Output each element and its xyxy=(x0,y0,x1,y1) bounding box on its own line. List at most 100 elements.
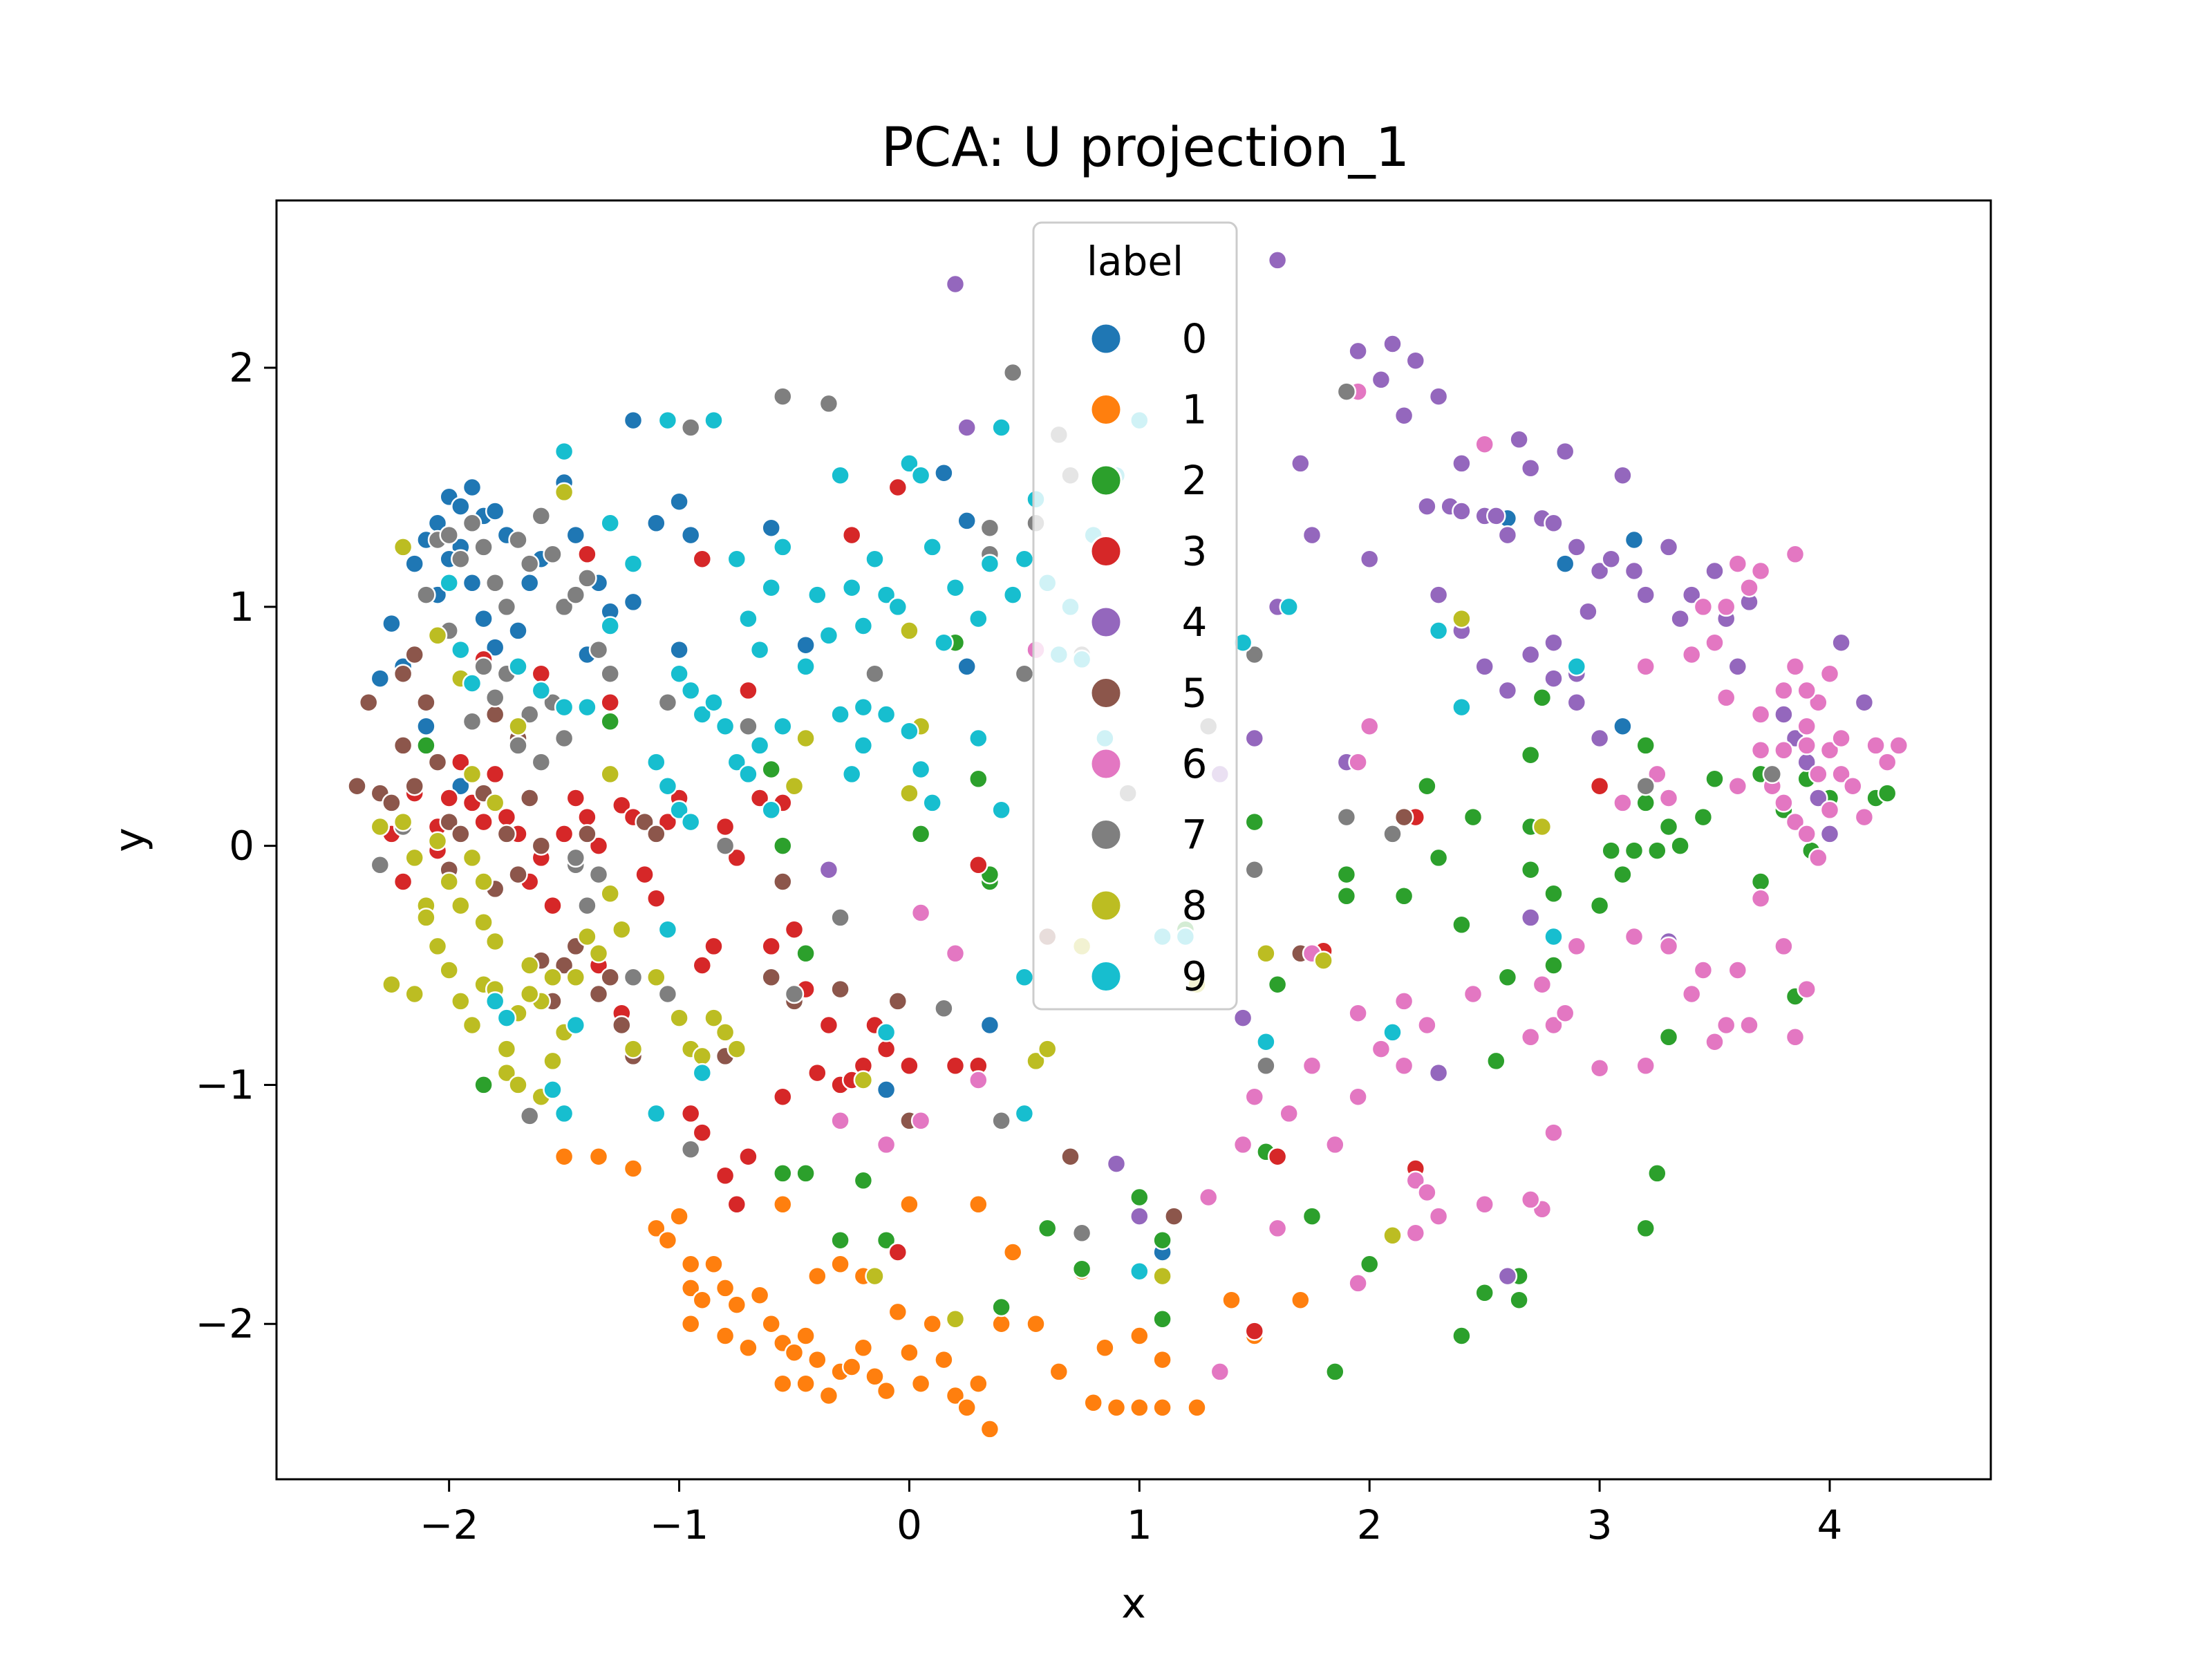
point-label-9 xyxy=(657,919,678,939)
point-label-7 xyxy=(1244,859,1265,880)
point-label-4 xyxy=(1520,644,1541,665)
point-label-1 xyxy=(669,1206,689,1226)
point-label-2 xyxy=(416,735,436,756)
point-label-6 xyxy=(1716,597,1736,617)
point-label-1 xyxy=(1095,1338,1115,1358)
point-label-6 xyxy=(1705,632,1725,653)
point-label-4 xyxy=(1417,496,1437,516)
point-label-5 xyxy=(531,836,552,856)
point-label-7 xyxy=(1002,362,1023,383)
point-label-3 xyxy=(738,1146,758,1167)
point-label-9 xyxy=(680,812,701,832)
point-label-2 xyxy=(968,769,988,789)
point-label-2 xyxy=(1601,841,1621,861)
point-label-6 xyxy=(1544,1123,1564,1143)
legend-marker-1 xyxy=(1089,393,1123,426)
point-label-6 xyxy=(1647,764,1667,785)
point-label-0 xyxy=(623,410,644,431)
point-label-8 xyxy=(1313,950,1333,971)
point-label-0 xyxy=(451,776,471,796)
series-9 xyxy=(439,410,1587,1282)
point-label-7 xyxy=(980,518,1000,538)
legend-marker-2 xyxy=(1089,464,1123,497)
point-label-0 xyxy=(669,639,689,660)
point-label-1 xyxy=(991,1313,1011,1334)
point-label-7 xyxy=(934,998,954,1019)
point-label-7 xyxy=(738,716,758,736)
point-label-9 xyxy=(922,537,942,557)
point-label-6 xyxy=(945,944,966,964)
point-label-9 xyxy=(727,752,747,772)
point-label-6 xyxy=(1198,1187,1219,1208)
point-label-9 xyxy=(749,735,770,756)
point-label-9 xyxy=(945,577,966,598)
point-label-6 xyxy=(1727,554,1748,574)
point-label-5 xyxy=(358,692,379,713)
point-label-3 xyxy=(543,895,563,916)
point-label-3 xyxy=(680,1103,701,1124)
point-label-8 xyxy=(543,1051,563,1071)
point-label-9 xyxy=(1014,967,1035,988)
point-label-6 xyxy=(1279,1103,1299,1124)
point-label-4 xyxy=(1774,704,1794,724)
point-label-2 xyxy=(1635,793,1656,813)
point-label-0 xyxy=(382,613,402,634)
point-label-9 xyxy=(830,465,850,485)
point-label-3 xyxy=(1589,776,1610,796)
point-label-4 xyxy=(1681,585,1702,605)
point-label-9 xyxy=(888,597,908,617)
point-label-8 xyxy=(1256,944,1276,964)
point-label-6 xyxy=(1716,1015,1736,1035)
point-label-7 xyxy=(577,568,597,588)
point-label-2 xyxy=(1452,915,1472,935)
point-label-8 xyxy=(715,1022,735,1042)
point-label-2 xyxy=(1520,859,1541,880)
x-tick-label: 4 xyxy=(1817,1501,1843,1548)
point-label-1 xyxy=(968,1194,988,1215)
point-label-4 xyxy=(1509,429,1529,450)
point-label-1 xyxy=(876,1380,897,1401)
point-label-7 xyxy=(451,549,471,569)
point-label-8 xyxy=(404,847,424,868)
point-label-2 xyxy=(1544,883,1564,904)
point-label-8 xyxy=(451,991,471,1011)
point-label-6 xyxy=(1785,812,1806,832)
point-label-3 xyxy=(1267,1146,1288,1167)
point-label-9 xyxy=(991,418,1011,438)
point-label-6 xyxy=(1785,657,1806,677)
point-label-7 xyxy=(519,554,540,574)
point-label-9 xyxy=(796,657,816,677)
point-label-9 xyxy=(841,764,862,785)
point-label-6 xyxy=(1658,936,1679,957)
point-label-3 xyxy=(474,812,494,832)
point-label-5 xyxy=(382,793,402,813)
point-label-9 xyxy=(1544,926,1564,947)
point-label-8 xyxy=(588,944,609,964)
point-label-1 xyxy=(899,1194,919,1215)
point-label-6 xyxy=(1359,716,1380,736)
point-label-2 xyxy=(1509,1290,1529,1310)
point-label-0 xyxy=(1613,716,1633,736)
point-label-6 xyxy=(968,1070,988,1090)
point-label-1 xyxy=(1152,1349,1172,1370)
point-label-2 xyxy=(1152,1230,1172,1250)
y-tick-label: 0 xyxy=(229,823,254,870)
point-label-6 xyxy=(1244,1087,1265,1107)
point-label-2 xyxy=(1130,1187,1150,1208)
point-label-8 xyxy=(853,1070,874,1090)
point-label-0 xyxy=(876,1080,897,1100)
point-label-6 xyxy=(1774,936,1794,957)
point-label-1 xyxy=(1106,1398,1127,1418)
point-label-7 xyxy=(657,692,678,713)
point-label-2 xyxy=(600,711,620,732)
point-label-6 xyxy=(1774,680,1794,701)
point-label-9 xyxy=(692,1062,713,1083)
point-label-5 xyxy=(485,704,505,724)
point-label-4 xyxy=(1566,537,1587,557)
point-label-4 xyxy=(1497,1266,1518,1286)
point-label-3 xyxy=(773,1087,793,1107)
point-label-1 xyxy=(1130,1398,1150,1418)
point-label-9 xyxy=(715,716,735,736)
point-label-6 xyxy=(1750,704,1771,724)
point-label-0 xyxy=(934,462,954,483)
